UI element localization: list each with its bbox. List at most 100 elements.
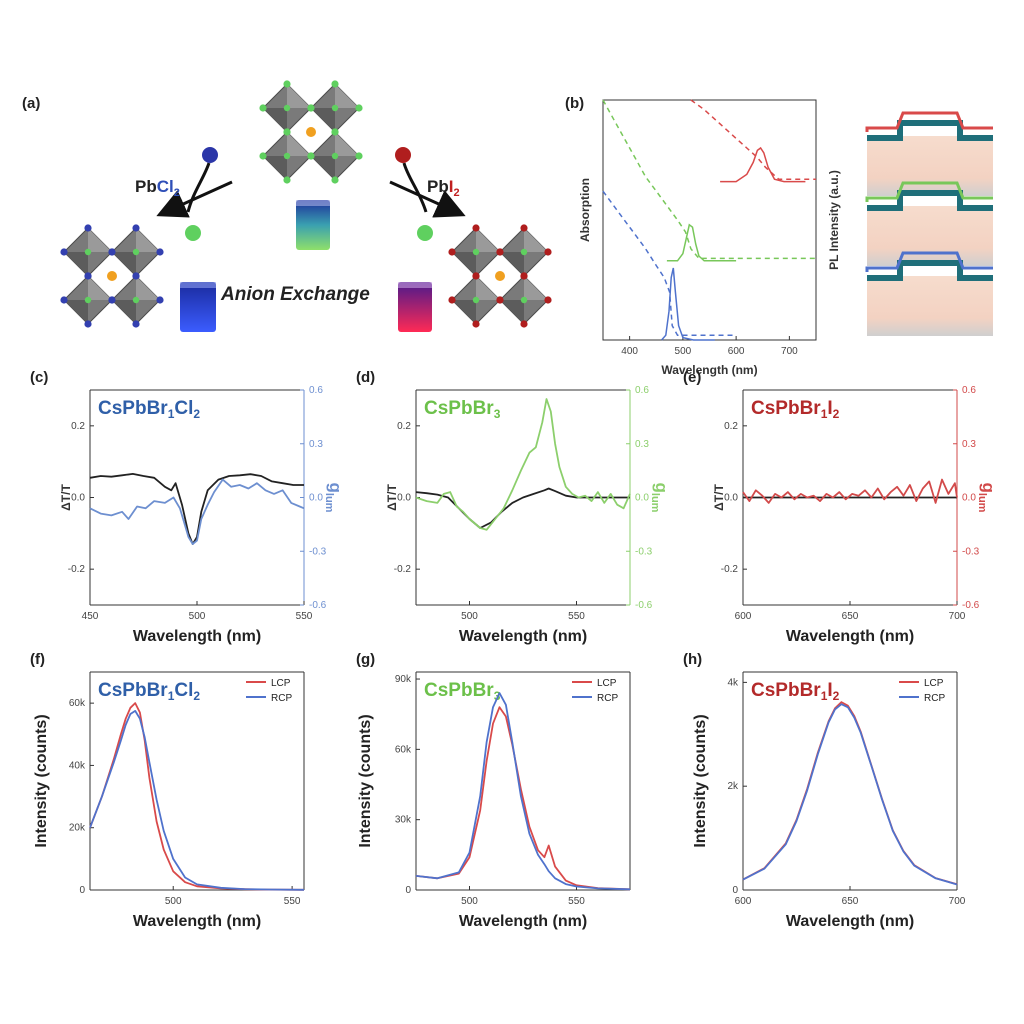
y-axis-label-right-sub: lum	[976, 493, 988, 513]
crystal-top-0-anion	[283, 80, 291, 88]
x-axis-label: Wavelength (nm)	[786, 628, 914, 645]
x-axis-label: Wavelength (nm)	[786, 913, 914, 930]
crystal-top-1-anion	[355, 104, 363, 112]
crystal-left-1-anion	[108, 248, 116, 256]
left-arrow-icon	[156, 147, 233, 241]
crystal-top-3-face	[311, 156, 335, 180]
series-line-rcp	[415, 692, 631, 891]
y-tick-label-right: 0.0	[962, 493, 976, 504]
panel-label-g: (g)	[356, 651, 375, 668]
crystal-left-0-anion	[84, 224, 92, 232]
crystal-left-1-face	[136, 228, 160, 252]
y-axis-label: Intensity (counts)	[692, 714, 709, 847]
crystal-left-1-anion	[156, 248, 164, 256]
panel-a: (a) PbCl2	[22, 80, 552, 332]
crystal-right-2-face	[452, 300, 476, 324]
chart-e: (e) 600 650 700 -0.2 0.0 0.2 -0.6 -0.3 0.0 0.3 0.6 W…	[683, 369, 998, 645]
panel-label-d: (d)	[356, 369, 375, 386]
crystal-top-2-anion	[259, 152, 267, 160]
chart-title: CsPbBr3	[424, 680, 501, 703]
y-tick-label: 0.0	[724, 493, 738, 504]
chart-title: CsPbBr1Cl2	[98, 398, 200, 421]
crystal-right-0-face	[476, 228, 500, 252]
legend-label-lcp: LCP	[271, 678, 291, 689]
legend-label-rcp: RCP	[271, 693, 292, 704]
x-tick-label: 550	[284, 896, 301, 907]
crystal-left-2-anion	[60, 296, 68, 304]
crystal-right-3-anion	[520, 272, 528, 280]
crystal-right-2-face	[476, 276, 500, 300]
y-tick-label-right: 0.3	[309, 439, 323, 450]
title-sub: 3	[494, 407, 501, 421]
series-blue-dashed	[602, 190, 737, 336]
title-sub: 1	[821, 407, 828, 421]
crystal-left-2-anion	[84, 272, 92, 280]
legend-label-lcp: LCP	[597, 678, 617, 689]
series-red-solid	[720, 146, 806, 183]
panel-a-label: (a)	[22, 95, 40, 112]
crystal-top-1-center	[331, 104, 339, 112]
crystal-left-3-anion	[132, 272, 140, 280]
nanocrystal-film	[865, 181, 993, 202]
crystal-left-2-face	[88, 276, 112, 300]
y-axis-label-left: Absorption	[578, 178, 592, 242]
y-axis-label: ΔT/T	[59, 484, 73, 511]
x-tick-label: 550	[568, 611, 585, 622]
y-tick-label: 0	[79, 885, 85, 896]
crystal-top-2-center	[283, 152, 291, 160]
crystal-left-chloride	[60, 224, 164, 328]
cs-cation	[107, 271, 117, 281]
title-part: CsPbBr	[751, 680, 821, 701]
crystal-left-0-anion	[60, 248, 68, 256]
y-tick-label: 0.2	[724, 421, 738, 432]
crystal-top-1-anion	[307, 104, 315, 112]
chart-title: CsPbBr1I2	[751, 398, 840, 421]
y-axis-label: Intensity (counts)	[33, 714, 50, 847]
y-tick-label-right: -0.6	[635, 600, 653, 611]
plot-frame	[602, 99, 817, 341]
substrate-block	[867, 136, 993, 196]
title-sub: 2	[833, 407, 840, 421]
crystal-left-3-face	[136, 276, 160, 300]
title-sub: 1	[168, 407, 175, 421]
crystal-top-2-face	[263, 156, 287, 180]
left-reagent: PbCl2	[135, 177, 180, 199]
y-tick-label-right: -0.3	[635, 546, 653, 557]
panel-b-label: (b)	[565, 95, 584, 112]
series-line-black-0	[89, 472, 304, 545]
chart-h: (h) 600 650 700 0 2k 4k Wavelength (nm) Intensit…	[683, 651, 966, 930]
y-tick-label: 0.2	[397, 421, 411, 432]
y-tick-label-right: 0.0	[309, 493, 323, 504]
nanocrystal-film	[865, 111, 993, 132]
x-tick-label: 650	[842, 611, 859, 622]
series-line-rcp	[742, 703, 958, 886]
x-tick-label: 700	[949, 611, 966, 622]
chart-title: CsPbBr3	[424, 398, 501, 421]
title-part: CsPbBr	[751, 398, 821, 419]
x-axis-label: Wavelength (nm)	[459, 628, 587, 645]
crystal-top-3-anion	[331, 176, 339, 184]
legend-label-rcp: RCP	[924, 693, 945, 704]
y-tick-label-right: -0.6	[962, 600, 980, 611]
y-axis-label-right: PL Intensity (a.u.)	[827, 170, 841, 270]
series-line-black-0	[415, 487, 630, 529]
x-tick-label: 500	[165, 896, 182, 907]
crystal-left-1-anion	[132, 224, 140, 232]
x-axis-label: Wavelength (nm)	[661, 363, 757, 377]
x-tick-label: 700	[781, 346, 798, 357]
title-sub: 1	[168, 689, 175, 703]
chart-title: CsPbBr1I2	[751, 680, 840, 703]
crystal-left-2-center	[84, 296, 92, 304]
y-tick-label: 0	[732, 885, 738, 896]
crystal-right-0-center	[472, 248, 480, 256]
series-blue-solid	[661, 267, 715, 341]
chart-b: 400 500 600 700 Wavelength (nm) Absorption PL …	[578, 99, 841, 377]
y-axis-label-right-sub: lum	[649, 493, 661, 513]
y-tick-label-right: 0.6	[309, 385, 323, 396]
y-tick-label: 2k	[727, 781, 739, 792]
crystal-center-cspbbr3	[259, 80, 363, 184]
crystal-left-1-face	[112, 252, 136, 276]
y-tick-label-right: -0.3	[962, 546, 980, 557]
vial-green-icon	[296, 200, 330, 250]
